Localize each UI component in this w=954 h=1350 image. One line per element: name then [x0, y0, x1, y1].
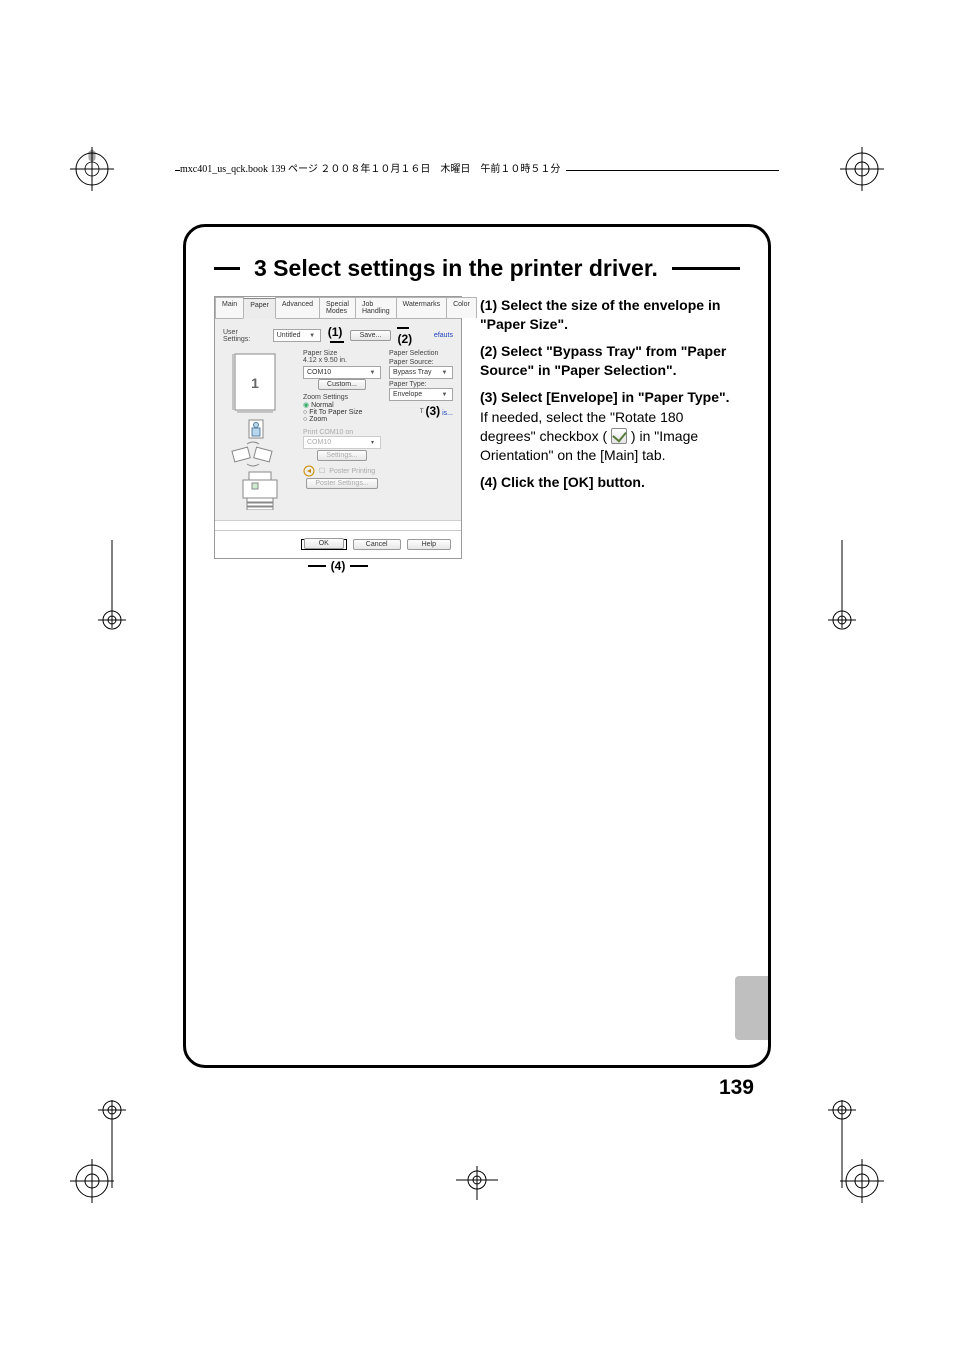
- tab-strip: MainPaperAdvancedSpecial ModesJob Handli…: [215, 297, 461, 319]
- paper-source-combo[interactable]: Bypass Tray▼: [389, 366, 453, 379]
- header-text: mxc401_us_qck.book 139 ページ ２００８年１０月１６日 木…: [180, 160, 566, 175]
- paper-type-combo[interactable]: Envelope▼: [389, 388, 453, 401]
- callout-2: (2): [397, 332, 412, 346]
- tab-main[interactable]: Main: [215, 297, 244, 318]
- reg-mark: [92, 1100, 132, 1190]
- rule-left: [214, 267, 240, 270]
- instruction-item: (1) Select the size of the envelope in "…: [480, 296, 740, 334]
- zoom-label: Zoom Settings: [303, 394, 381, 401]
- step-heading: 3 Select settings in the printer driver.: [214, 255, 740, 282]
- defaults-link[interactable]: efauts: [434, 332, 453, 339]
- callout-1: (1): [328, 325, 343, 339]
- save-button[interactable]: Save...: [350, 330, 392, 341]
- custom-button[interactable]: Custom...: [318, 379, 366, 390]
- crop-mark-tl: [70, 135, 126, 191]
- callout-4: (4): [331, 559, 346, 573]
- poster-check-label: Poster Printing: [329, 468, 375, 475]
- preview-icon: 1: [223, 350, 295, 510]
- user-settings-label: User Settings:: [223, 329, 267, 343]
- tab-paper[interactable]: Paper: [243, 298, 276, 319]
- reg-mark: [454, 1164, 500, 1204]
- transparency-link[interactable]: is...: [442, 410, 453, 417]
- step-title: 3 Select settings in the printer driver.: [254, 255, 658, 282]
- instructions: (1) Select the size of the envelope in "…: [480, 296, 740, 575]
- paper-type-label: Paper Type:: [389, 381, 453, 388]
- paper-type-value: Envelope: [393, 391, 422, 398]
- cancel-button[interactable]: Cancel: [353, 539, 401, 550]
- zoom-normal-label: Normal: [311, 402, 334, 409]
- tab-watermarks[interactable]: Watermarks: [396, 297, 447, 318]
- paper-size-dim: 4.12 x 9.50 in.: [303, 357, 381, 364]
- page-number: 139: [719, 1076, 754, 1100]
- paper-size-value: COM10: [307, 369, 331, 376]
- zoom-settings-button: Settings...: [317, 450, 366, 461]
- reg-mark: [92, 540, 132, 630]
- tab-special-modes[interactable]: Special Modes: [319, 297, 356, 318]
- reg-mark: [822, 540, 862, 630]
- instruction-item: (3) Select [Envelope] in "Paper Type".If…: [480, 388, 740, 466]
- paper-source-value: Bypass Tray: [393, 369, 432, 376]
- zoom-normal-radio[interactable]: ◉ Normal: [303, 401, 381, 409]
- help-button[interactable]: Help: [407, 539, 451, 550]
- poster-icon: [303, 465, 315, 477]
- user-settings-combo[interactable]: Untitled▼: [273, 329, 321, 342]
- tab-color[interactable]: Color: [446, 297, 477, 318]
- instruction-item: (2) Select "Bypass Tray" from "Paper Sou…: [480, 342, 740, 380]
- zoom-zoom-radio[interactable]: ○ Zoom: [303, 416, 381, 423]
- tab-job-handling[interactable]: Job Handling: [355, 297, 397, 318]
- print-on-value: COM10: [307, 439, 331, 446]
- ok-button[interactable]: OK: [304, 538, 344, 549]
- preview-number: 1: [251, 375, 259, 391]
- callout-3: (3): [425, 404, 440, 418]
- checkbox-icon: [611, 428, 627, 444]
- paper-size-combo[interactable]: COM10▼: [303, 366, 381, 379]
- zoom-fit-radio[interactable]: ○ Fit To Paper Size: [303, 409, 381, 416]
- paper-size-label: Paper Size: [303, 350, 381, 357]
- zoom-zoom-label: Zoom: [309, 416, 327, 423]
- poster-settings-button: Poster Settings...: [306, 478, 377, 489]
- print-on-label: Print COM10 on: [303, 429, 381, 436]
- crop-mark-tr: [828, 135, 884, 191]
- paper-selection-label: Paper Selection: [389, 350, 453, 357]
- zoom-fit-label: Fit To Paper Size: [309, 409, 362, 416]
- paper-source-label: Paper Source:: [389, 359, 453, 366]
- print-on-combo: COM10▾: [303, 436, 381, 449]
- user-settings-value: Untitled: [277, 332, 301, 339]
- content-frame: 3 Select settings in the printer driver.…: [183, 224, 771, 1068]
- rule-right: [672, 267, 740, 270]
- reg-mark: [822, 1100, 862, 1190]
- dialog-buttons: OK Cancel Help: [215, 530, 461, 558]
- dialog-screenshot: MainPaperAdvancedSpecial ModesJob Handli…: [214, 296, 462, 575]
- instruction-item: (4) Click the [OK] button.: [480, 473, 740, 492]
- tab-advanced[interactable]: Advanced: [275, 297, 320, 318]
